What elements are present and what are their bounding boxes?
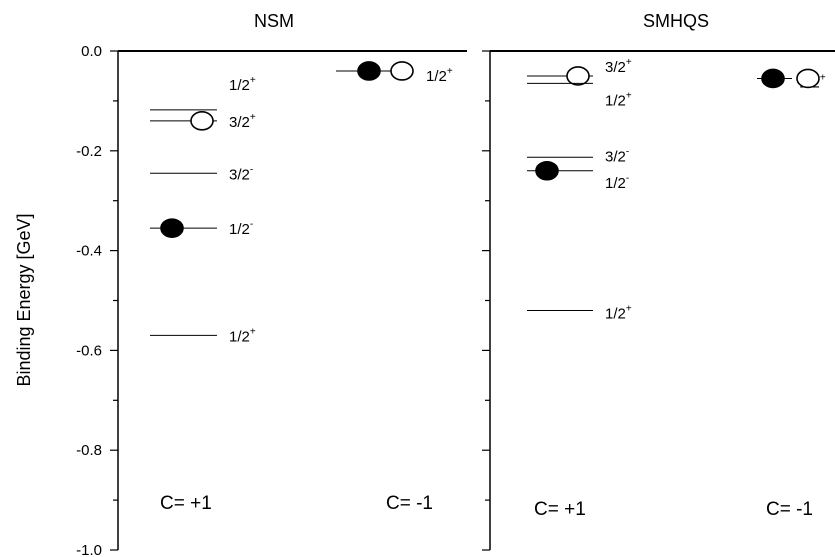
state-label: 3/2- [605, 146, 629, 165]
filled-circle-marker [160, 218, 184, 238]
state-label: 1/2+ [605, 303, 632, 322]
parity-superscript: + [626, 303, 632, 314]
y-tick-label: 0.0 [81, 43, 102, 60]
parity-superscript: + [250, 112, 256, 123]
nsm-column-label-minus: C= -1 [386, 493, 433, 514]
parity-superscript: - [626, 146, 629, 157]
y-tick-label: -1.0 [76, 542, 102, 557]
parity-superscript: - [626, 173, 629, 184]
open-circle-marker [796, 68, 820, 89]
smhqs-panel-axes [489, 50, 835, 550]
smhqs-column-label-plus: C= +1 [534, 499, 586, 520]
level-group: 1/2+ 3/2+ 3/2- 1/2- 1/2+ 1/2+ 3/2+ 1/2+ 3/2- 1/2-… [150, 57, 826, 345]
nsm-panel-axes [117, 50, 467, 550]
y-axis-label: Binding Energy [GeV] [14, 213, 34, 386]
state-label: 1/2+ [229, 326, 256, 345]
state-label: 1/2+ [426, 66, 453, 85]
state-label: 3/2+ [605, 57, 632, 76]
filled-circle-marker [761, 68, 785, 89]
y-tick-label: -0.8 [76, 442, 102, 459]
nsm-column-label-plus: C= +1 [160, 493, 212, 514]
parity-superscript: + [626, 90, 632, 101]
parity-superscript: + [626, 57, 632, 68]
y-tick-label: -0.6 [76, 342, 102, 359]
parity-superscript: - [250, 219, 253, 230]
state-label: 1/2+ [605, 90, 632, 109]
state-label: 1/2+ [229, 75, 256, 94]
smhqs-column-label-minus: C= -1 [766, 499, 813, 520]
state-label: 1/2- [605, 173, 629, 192]
state-label: 1/2- [229, 219, 253, 238]
parity-superscript: - [250, 164, 253, 175]
smhqs-title: SMHQS [643, 11, 709, 31]
filled-circle-marker [357, 61, 381, 81]
nsm-title: NSM [254, 11, 294, 31]
state-label: 3/2+ [229, 112, 256, 131]
state-label: 3/2- [229, 164, 253, 183]
parity-superscript: + [250, 326, 256, 337]
open-circle-marker [390, 61, 414, 81]
parity-superscript: + [250, 75, 256, 86]
y-tick-label: -0.4 [76, 243, 102, 260]
parity-superscript: + [447, 66, 453, 77]
open-circle-marker [190, 111, 214, 131]
parity-superscript: + [820, 72, 826, 83]
open-circle-marker [566, 66, 590, 86]
tick-group: 0.0 -0.2 -0.4 -0.6 -0.8 -1.0 [76, 43, 490, 557]
filled-circle-marker [535, 160, 559, 181]
y-tick-label: -0.2 [76, 143, 102, 160]
